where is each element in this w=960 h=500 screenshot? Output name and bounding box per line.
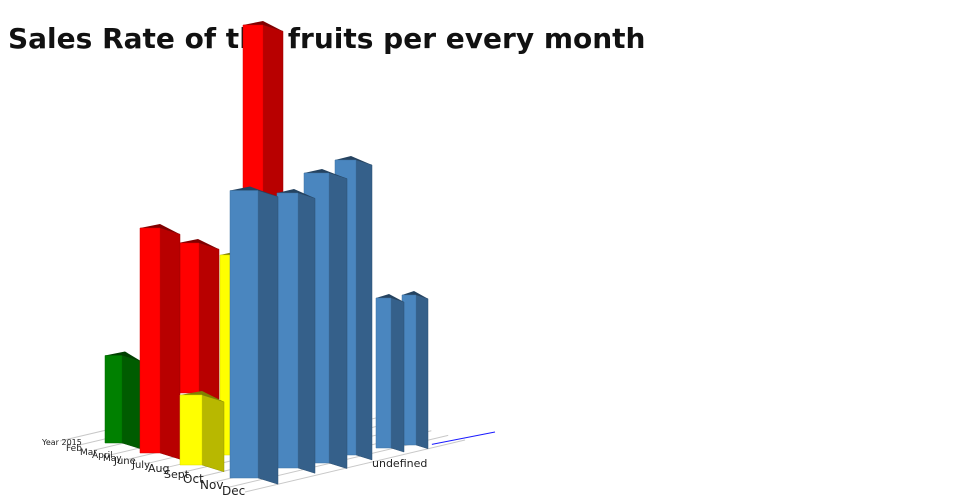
x-tick-label: July: [131, 460, 150, 471]
bar-front: [104, 355, 123, 444]
chart-title: Sales Rate of the fruits per every month: [8, 22, 646, 55]
x-tick-label: May: [103, 454, 122, 464]
bar-top: [335, 156, 372, 165]
bar-top: [230, 186, 278, 197]
bar-top: [243, 21, 283, 32]
bar-side: [390, 297, 405, 453]
bar-side: [355, 159, 373, 461]
x-tick-label: Dec: [222, 484, 245, 498]
bar-top: [304, 169, 347, 179]
bar-front: [177, 242, 200, 394]
bar-front: [276, 192, 299, 469]
bar-blue-1: [229, 186, 279, 485]
bar-front: [375, 297, 392, 449]
bar-top: [180, 391, 224, 402]
bar-side: [415, 294, 429, 450]
bar-side: [297, 192, 316, 474]
tick-labels-layer: Year 2015FebMarAprilMayJuneJulyAugSeptOc…: [41, 438, 427, 498]
bar-front: [139, 227, 161, 454]
gridline: [244, 439, 466, 493]
x-tick-label: Year 2015: [41, 438, 82, 447]
bar-blue-2: [276, 189, 316, 474]
x-tick-label: June: [113, 456, 136, 467]
x-tick-label: Aug: [148, 462, 169, 475]
x-tick-label: April: [92, 451, 113, 461]
bars-layer: [104, 21, 429, 485]
bar-top: [277, 189, 315, 199]
bar-blue-5: [375, 294, 405, 453]
bar-front: [179, 394, 203, 466]
bar-red-1: [139, 224, 181, 460]
bar-side: [257, 190, 279, 485]
bar-green-1: [104, 351, 143, 450]
bar-side: [159, 227, 181, 460]
x-tick-label: Sept: [164, 468, 190, 481]
bar-yellow-1: [179, 391, 225, 473]
bar-side: [121, 355, 143, 450]
axis-line: [431, 431, 496, 445]
x-tick-label: Oct: [183, 472, 204, 486]
x-tick-label: Mar: [80, 448, 97, 458]
bar-top: [376, 294, 404, 303]
bar-front: [229, 190, 259, 479]
x-tick-label: Nov: [200, 478, 223, 492]
x-tick-label: Feb: [66, 444, 82, 454]
axis-layer: [431, 431, 496, 445]
bar-side: [201, 394, 225, 473]
bar-blue-6: [401, 291, 429, 450]
bar-top: [220, 251, 256, 261]
bar-top: [178, 239, 219, 250]
bar-side: [328, 172, 348, 469]
z-tick-label: undefined: [372, 457, 427, 470]
bar-top: [140, 224, 180, 235]
bar-red-2: [177, 239, 220, 400]
bar-side: [198, 242, 220, 400]
bar-top: [105, 351, 142, 362]
